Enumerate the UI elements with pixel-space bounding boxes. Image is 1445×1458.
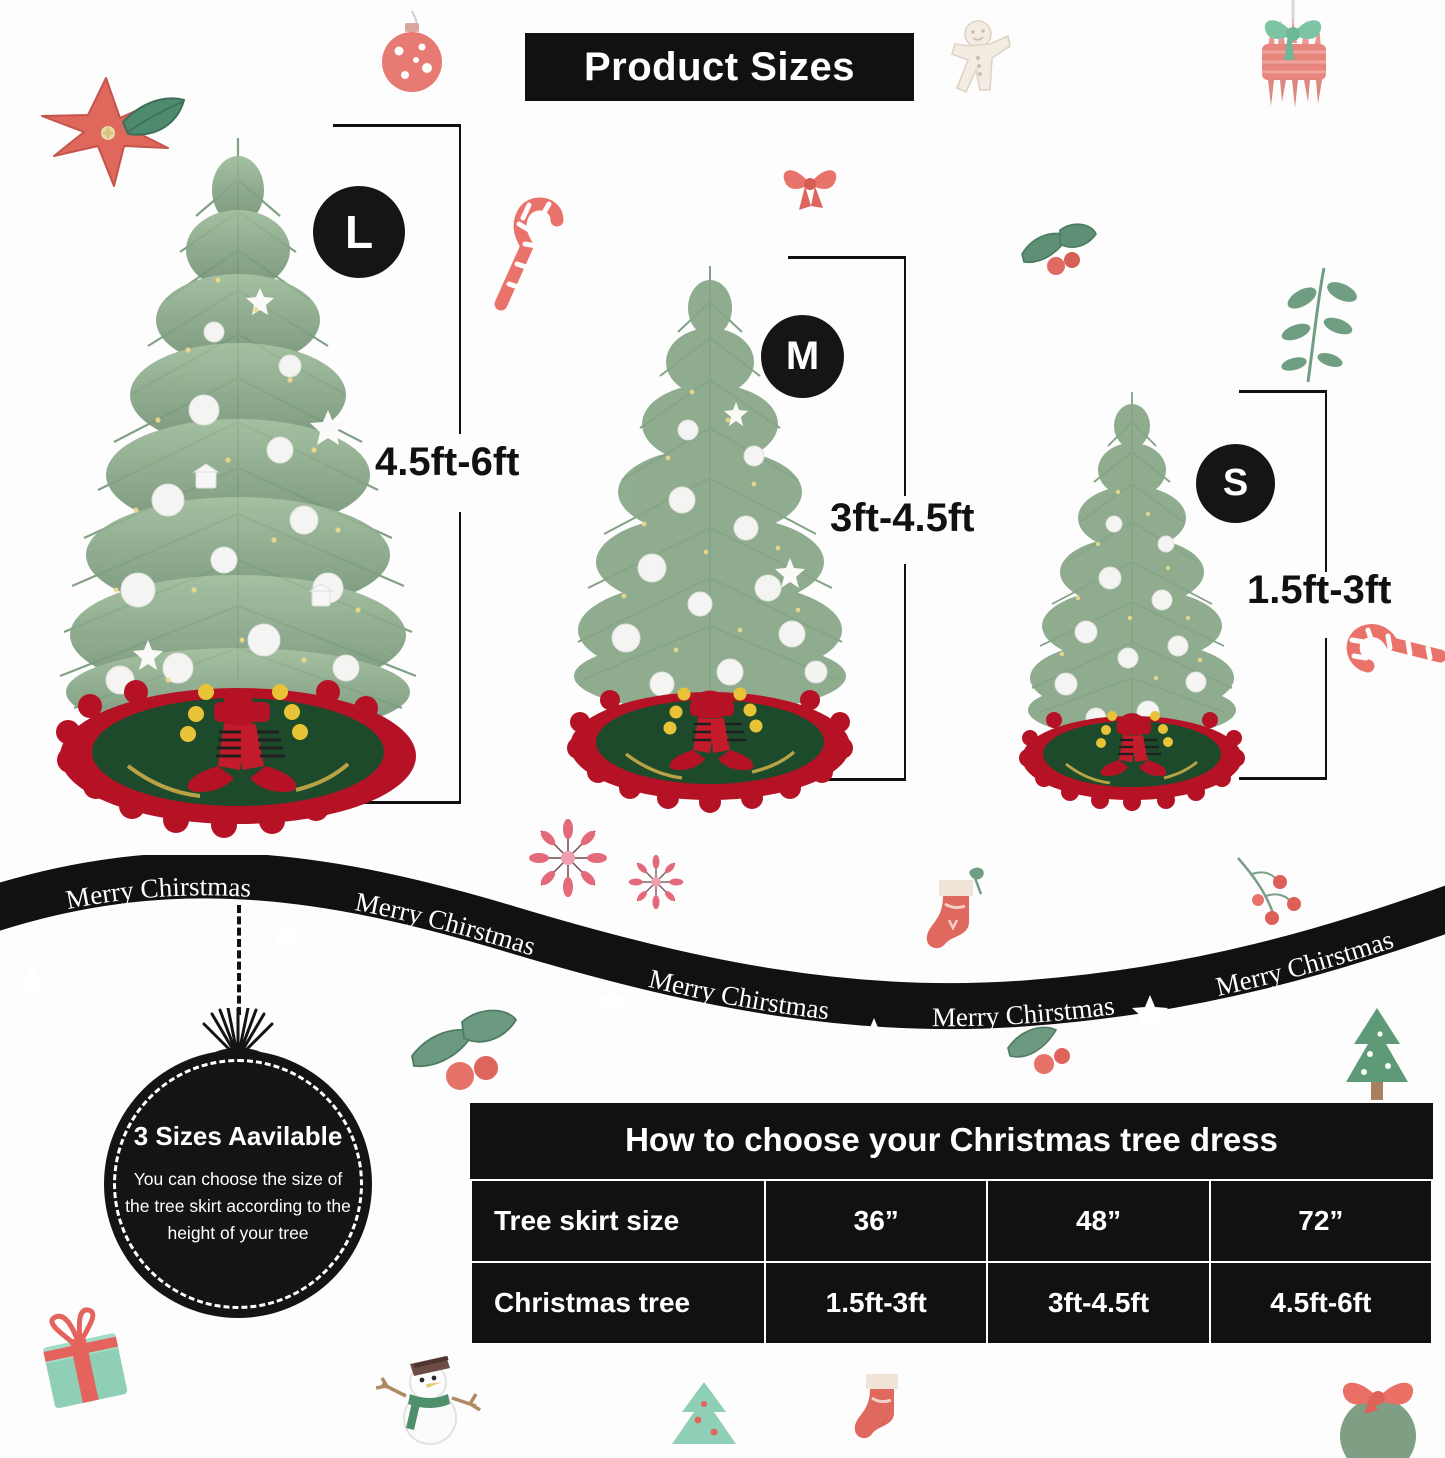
holly-icon <box>998 1012 1088 1092</box>
size-badge-small: S <box>1196 444 1275 523</box>
dimension-line-medium: 3ft-4.5ft <box>788 256 974 781</box>
cell-skirt-36: 36” <box>764 1179 989 1263</box>
product-photo-small-tree <box>1000 382 1265 811</box>
size-badge-large: L <box>313 186 405 278</box>
poinsettia-icon <box>28 70 203 190</box>
page-title: Product Sizes <box>525 33 914 101</box>
size-label-medium: 3ft-4.5ft <box>830 496 975 540</box>
row-header-christmas-tree: Christmas tree <box>469 1261 767 1345</box>
size-label-large: 4.5ft-6ft <box>375 440 520 484</box>
size-chart: How to choose your Christmas tree dress … <box>469 1103 1434 1345</box>
candy-cane-icon <box>1340 600 1445 690</box>
gingerbread-man-icon <box>946 18 1016 103</box>
christmas-tree-icon <box>654 1378 754 1448</box>
stocking-icon <box>840 1362 920 1452</box>
ornament-ball-icon <box>372 5 452 100</box>
row-header-tree-skirt-size: Tree skirt size <box>469 1179 767 1263</box>
snowflake-icon <box>522 812 614 904</box>
cell-tree-medium: 3ft-4.5ft <box>986 1261 1211 1345</box>
mistletoe-icon <box>1268 258 1378 398</box>
size-label-small: 1.5ft-3ft <box>1247 568 1392 612</box>
cell-skirt-48: 48” <box>986 1179 1211 1263</box>
ribbon-star-icon <box>14 918 1168 1030</box>
ornament-bow-icon <box>1320 1358 1430 1458</box>
page-title-text: Product Sizes <box>583 44 855 89</box>
cell-tree-large: 4.5ft-6ft <box>1208 1261 1434 1345</box>
bow-icon <box>775 158 845 213</box>
size-chart-heading: How to choose your Christmas tree dress <box>470 1103 1433 1179</box>
product-photo-medium-tree <box>540 252 880 813</box>
size-badge-medium: M <box>761 315 844 398</box>
table-row: Tree skirt size 36” 48” 72” <box>469 1179 1434 1263</box>
cell-tree-small: 1.5ft-3ft <box>764 1261 989 1345</box>
berries-icon <box>1222 848 1312 938</box>
stocking-icon <box>915 862 995 952</box>
callout-body: You can choose the size of the tree skir… <box>125 1168 351 1244</box>
cell-skirt-72: 72” <box>1208 1179 1434 1263</box>
gift-box-icon <box>28 1300 138 1420</box>
holly-icon <box>1012 214 1102 294</box>
merry-christmas-ribbon: Merry Chirstmas Merry Chirstmas Merry Ch… <box>0 855 1445 1030</box>
size-chart-table: Tree skirt size 36” 48” 72” Christmas tr… <box>469 1179 1434 1345</box>
sizes-available-callout: 3 Sizes Aavilable You can choose the siz… <box>104 1050 372 1318</box>
callout-connector <box>237 905 241 1015</box>
table-row: Christmas tree 1.5ft-3ft 3ft-4.5ft 4.5ft… <box>469 1261 1434 1345</box>
product-photo-large-tree <box>28 120 448 838</box>
dimension-line-large: 4.5ft-6ft <box>333 124 519 804</box>
christmas-tree-icon <box>1330 1002 1425 1117</box>
snowflake-icon <box>624 850 688 914</box>
callout-title: 3 Sizes Aavilable <box>133 1120 343 1151</box>
snowman-icon <box>372 1340 482 1450</box>
pinata-icon <box>1238 0 1348 140</box>
holly-icon <box>404 1002 534 1112</box>
candy-cane-icon <box>485 190 585 320</box>
dimension-line-small: 1.5ft-3ft <box>1239 390 1391 780</box>
